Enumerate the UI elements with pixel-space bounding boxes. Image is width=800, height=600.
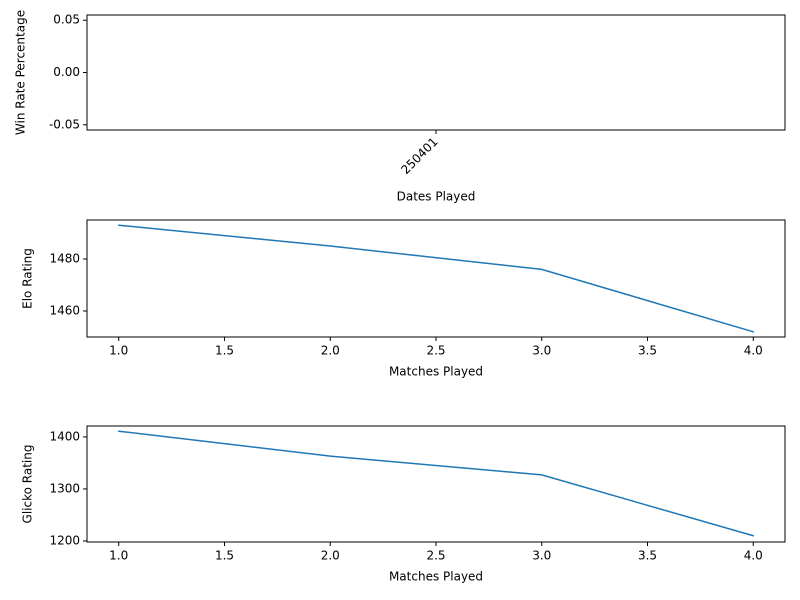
- x-tick-label: 3.5: [638, 344, 657, 358]
- x-tick-label: 3.0: [532, 549, 551, 563]
- axes-frame: [86, 14, 786, 131]
- x-tick-label: 3.5: [638, 549, 657, 563]
- x-tick-label: 2.5: [426, 344, 445, 358]
- y-tick-label: 1460: [49, 304, 80, 318]
- x-tick-label: 2.5: [426, 549, 445, 563]
- x-tick-label: 1.5: [215, 344, 234, 358]
- x-axis-label: Matches Played: [389, 570, 483, 584]
- x-axis-label: Matches Played: [389, 365, 483, 379]
- x-tick-label: 1.0: [109, 549, 128, 563]
- y-axis-label: Glicko Rating: [21, 445, 35, 524]
- y-tick-label: 0.05: [53, 13, 80, 27]
- y-axis-label: Elo Rating: [21, 248, 35, 309]
- y-axis-label: Win Rate Percentage: [14, 10, 28, 135]
- x-tick-label: 2.0: [321, 549, 340, 563]
- x-tick-label: 1.0: [109, 344, 128, 358]
- x-tick-label: 3.0: [532, 344, 551, 358]
- y-tick-label: -0.05: [49, 117, 80, 131]
- line-series: [117, 430, 755, 537]
- x-axis-label: Dates Played: [397, 190, 476, 204]
- y-tick-label: 1300: [49, 481, 80, 495]
- x-tick-label: 2.0: [321, 344, 340, 358]
- x-tick-label: 1.5: [215, 549, 234, 563]
- y-tick-label: 1200: [49, 533, 80, 547]
- y-tick-label: 0.00: [53, 65, 80, 79]
- y-tick-label: 1400: [49, 429, 80, 443]
- y-tick-label: 1480: [49, 252, 80, 266]
- x-tick-label: 4.0: [744, 549, 763, 563]
- x-tick-label: 4.0: [744, 344, 763, 358]
- x-tick-label: 250401: [398, 135, 440, 177]
- line-series: [117, 224, 755, 333]
- axes-frame: [86, 425, 786, 543]
- axes-frame: [86, 219, 786, 338]
